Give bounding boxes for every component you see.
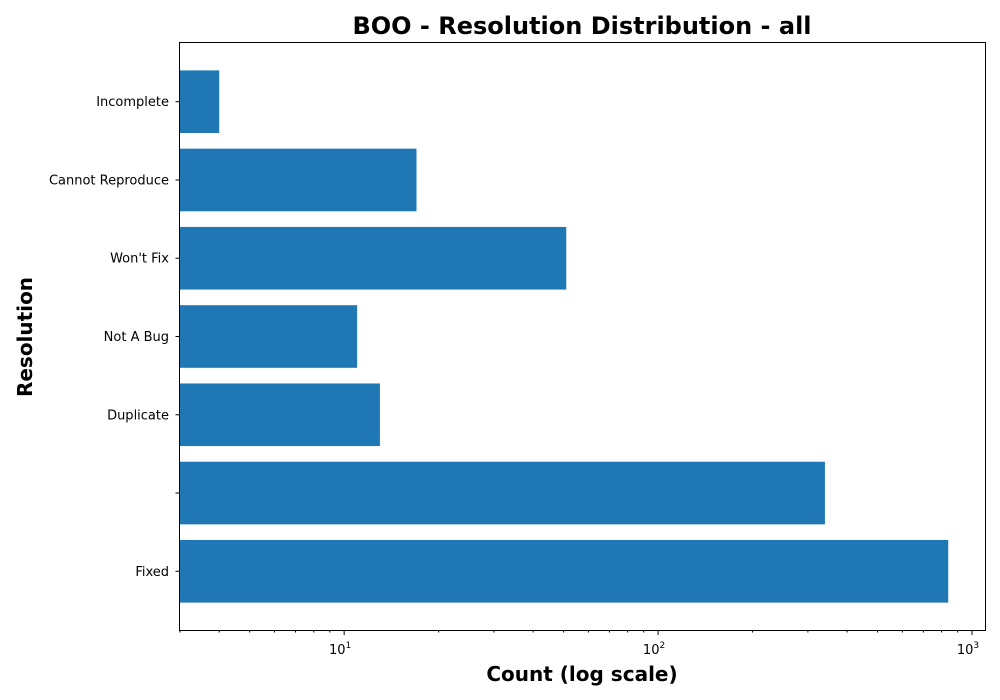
- bar-incomplete: [180, 70, 220, 134]
- y-tick-label: Not A Bug: [104, 330, 169, 345]
- bars-layer: [180, 70, 949, 603]
- chart-title: BOO - Resolution Distribution - all: [352, 12, 811, 40]
- x-tick-label: 103: [957, 641, 979, 658]
- x-axis: 101 102 103: [179, 630, 979, 658]
- y-tick-label: Fixed: [135, 565, 169, 580]
- x-axis-label: Count (log scale): [486, 662, 677, 686]
- y-tick-label: Incomplete: [96, 95, 169, 110]
- bar-duplicate: [180, 383, 380, 447]
- y-tick-label: Cannot Reproduce: [49, 173, 169, 188]
- bar-cannot-reproduce: [180, 148, 417, 212]
- bar-not-a-bug: [180, 305, 358, 368]
- y-axis-label: Resolution: [13, 277, 37, 397]
- bar-fixed: [180, 539, 949, 603]
- y-tick-label: Won't Fix: [110, 252, 169, 267]
- x-tick-label: 102: [643, 641, 665, 658]
- bar-won-t-fix: [180, 226, 567, 290]
- bar-blank: [180, 461, 825, 525]
- y-axis: Fixed Duplicate Not A Bug Won't Fix Cannot R…: [49, 95, 180, 580]
- x-tick-label: 101: [329, 641, 351, 658]
- y-tick-label: Duplicate: [107, 408, 169, 423]
